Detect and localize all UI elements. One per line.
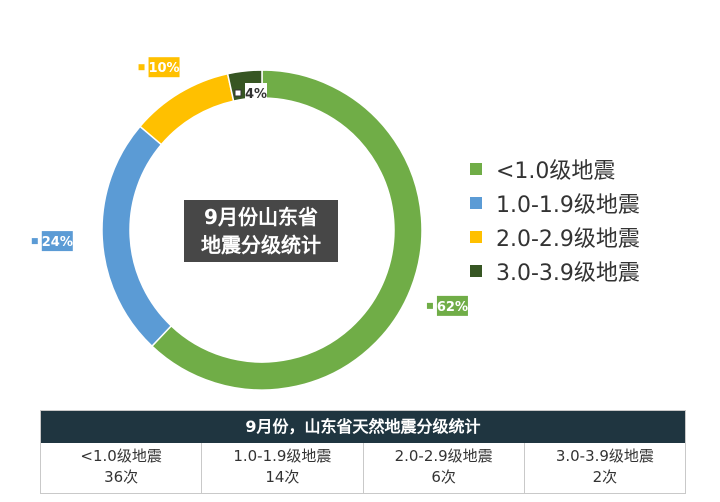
donut-chart: 62% 24% 10% 4% [31, 57, 468, 391]
chart-title: 9月份山东省 地震分级统计 [184, 200, 338, 262]
legend-swatch-3-3.9 [470, 265, 482, 277]
data-label-3-3.9: 4% [234, 83, 267, 103]
legend-item-lt1: <1.0级地震 [470, 152, 640, 186]
legend-swatch-lt1 [470, 163, 482, 175]
summary-table-title: 9月份，山东省天然地震分级统计 [41, 411, 685, 443]
data-label-text: 62% [437, 300, 468, 315]
legend-item-1-1.9: 1.0-1.9级地震 [470, 186, 640, 220]
legend-label-2-2.9: 2.0-2.9级地震 [496, 227, 640, 252]
summary-cell-count: 2次 [592, 468, 618, 486]
donut-slice-1-1.9 [101, 125, 173, 348]
data-label-marker [31, 238, 38, 245]
data-label-lt1: 62% [426, 295, 468, 316]
summary-table-row: <1.0级地震 36次 1.0-1.9级地震 14次 2.0-2.9级地震 6次… [41, 443, 685, 493]
chart-title-line-1: 9月份山东省 [204, 205, 318, 229]
donut-slice-2-2.9 [138, 72, 235, 146]
legend-swatch-2-2.9 [470, 231, 482, 243]
legend-swatch-1-1.9 [470, 197, 482, 209]
summary-cell-1-1.9: 1.0-1.9级地震 14次 [202, 443, 364, 493]
legend-label-1-1.9: 1.0-1.9级地震 [496, 193, 640, 218]
legend-label-3-3.9: 3.0-3.9级地震 [496, 261, 640, 286]
data-label-marker [426, 302, 433, 309]
chart-legend: <1.0级地震 1.0-1.9级地震 2.0-2.9级地震 3.0-3.9级地震 [470, 152, 640, 288]
summary-cell-count: 6次 [431, 468, 456, 486]
data-label-text: 24% [42, 235, 73, 250]
data-label-box [148, 57, 180, 78]
summary-cell-label: <1.0级地震 [80, 447, 162, 465]
summary-cell-3-3.9: 3.0-3.9级地震 2次 [525, 443, 685, 493]
data-label-box [245, 83, 267, 103]
data-label-1-1.9: 24% [31, 231, 73, 252]
summary-cell-count: 14次 [265, 468, 300, 486]
summary-cell-lt1: <1.0级地震 36次 [41, 443, 203, 493]
data-label-text: 4% [245, 87, 267, 102]
summary-cell-label: 1.0-1.9级地震 [233, 447, 332, 465]
data-label-marker [234, 89, 242, 97]
donut-slice-lt1 [150, 69, 423, 391]
data-label-box [436, 295, 468, 316]
data-label-text: 10% [148, 61, 179, 76]
summary-table: 9月份，山东省天然地震分级统计 <1.0级地震 36次 1.0-1.9级地震 1… [40, 410, 686, 494]
data-label-2-2.9: 10% [138, 57, 180, 78]
summary-cell-label: 2.0-2.9级地震 [394, 447, 493, 465]
legend-item-3-3.9: 3.0-3.9级地震 [470, 254, 640, 288]
data-label-marker [138, 64, 145, 71]
legend-label-lt1: <1.0级地震 [496, 159, 616, 184]
chart-title-line-2: 地震分级统计 [201, 233, 321, 257]
summary-cell-label: 3.0-3.9级地震 [555, 447, 654, 465]
legend-item-2-2.9: 2.0-2.9级地震 [470, 220, 640, 254]
summary-cell-2-2.9: 2.0-2.9级地震 6次 [364, 443, 525, 493]
data-label-box [41, 231, 73, 252]
summary-cell-count: 36次 [104, 468, 139, 486]
